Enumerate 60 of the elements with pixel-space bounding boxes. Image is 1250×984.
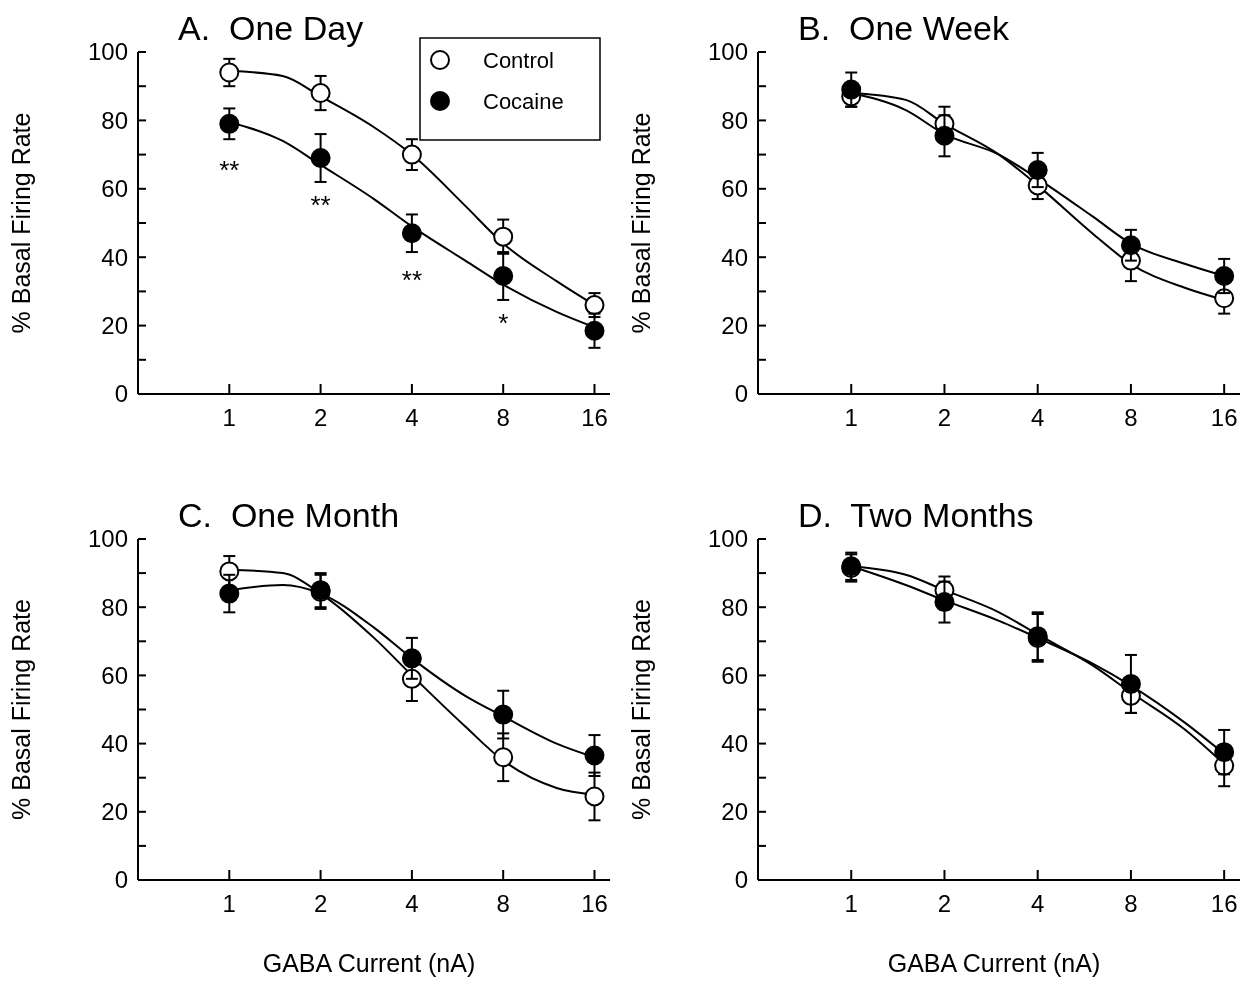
x-tick-label: 1 (844, 404, 858, 431)
x-tick-label: 8 (1124, 890, 1138, 917)
x-tick-label: 4 (1031, 890, 1045, 917)
x-tick-label: 4 (405, 890, 419, 917)
x-tick-label: 16 (581, 404, 608, 431)
annotation: ** (310, 189, 331, 220)
chart-title: A. One Day (178, 9, 364, 47)
annotation: ** (401, 264, 423, 295)
y-tick-label: 20 (101, 798, 128, 826)
legend-label: Cocaine (483, 88, 564, 114)
x-axis-title: GABA Current (nA) (887, 949, 1101, 977)
y-tick-label: 80 (101, 593, 128, 621)
x-tick-label: 2 (937, 890, 952, 917)
y-tick-label: 0 (734, 866, 748, 894)
y-tick-label: 0 (114, 380, 128, 408)
y-tick-label: 40 (721, 243, 748, 271)
y-tick-label: 20 (721, 798, 748, 826)
y-axis-title: % Basal Firing Rate (627, 599, 655, 820)
chart-title: D. Two Months (798, 496, 1034, 534)
y-tick-label: 100 (707, 38, 748, 66)
y-axis-title: % Basal Firing Rate (7, 112, 35, 334)
x-tick-label: 2 (937, 404, 952, 431)
chart-title: C. One Month (178, 496, 400, 534)
x-tick-label: 1 (844, 890, 858, 917)
y-axis-title: % Basal Firing Rate (627, 112, 655, 334)
x-tick-label: 1 (222, 890, 236, 917)
x-tick-label: 2 (313, 404, 328, 431)
y-tick-label: 40 (101, 730, 128, 757)
legend-label: Control (483, 47, 554, 73)
y-tick-label: 60 (101, 661, 128, 689)
x-tick-label: 4 (1031, 404, 1045, 431)
x-tick-label: 8 (496, 404, 510, 431)
x-tick-label: 8 (1124, 404, 1138, 431)
y-tick-label: 100 (707, 525, 748, 553)
y-tick-label: 20 (721, 312, 748, 339)
y-tick-label: 0 (114, 866, 128, 894)
y-tick-label: 20 (101, 312, 128, 339)
y-axis-title: % Basal Firing Rate (7, 599, 35, 820)
y-tick-label: 80 (101, 106, 128, 134)
x-tick-label: 4 (405, 404, 419, 431)
y-tick-label: 60 (101, 175, 128, 203)
chart-title: B. One Week (798, 9, 1011, 47)
annotation: * (498, 307, 509, 338)
y-tick-label: 0 (734, 380, 748, 408)
y-tick-label: 40 (101, 243, 128, 271)
y-tick-label: 40 (721, 730, 748, 757)
y-tick-label: 80 (721, 106, 748, 134)
y-tick-label: 60 (721, 661, 748, 689)
x-tick-label: 8 (496, 890, 510, 917)
x-tick-label: 16 (1210, 890, 1238, 917)
x-tick-label: 16 (1210, 404, 1238, 431)
y-tick-label: 100 (87, 525, 128, 553)
x-tick-label: 16 (581, 890, 608, 917)
x-tick-label: 1 (222, 404, 236, 431)
y-tick-label: 60 (721, 175, 748, 203)
y-tick-label: 100 (87, 38, 128, 66)
y-tick-label: 80 (721, 593, 748, 621)
x-tick-label: 2 (313, 890, 328, 917)
annotation: ** (219, 155, 240, 186)
x-axis-title: GABA Current (nA) (262, 949, 476, 977)
